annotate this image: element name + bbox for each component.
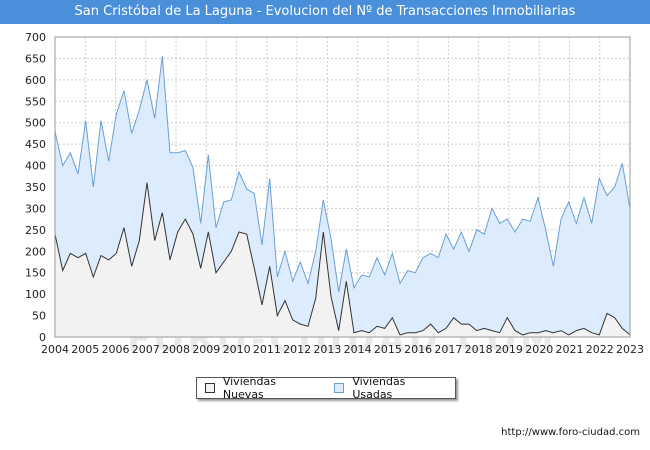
x-tick-label: 2012 <box>283 343 311 354</box>
y-tick-label: 700 <box>25 31 46 44</box>
legend-swatch-nuevas <box>205 383 215 393</box>
x-tick-label: 2014 <box>344 343 372 354</box>
y-tick-label: 600 <box>25 74 46 87</box>
axes: 0 50 100 150 200 250 300 350 400 450 500 550 600 650 7… <box>25 31 644 354</box>
plot-border <box>54 36 631 338</box>
y-tick-label: 550 <box>25 95 46 108</box>
x-tick-label: 2006 <box>102 343 130 354</box>
legend: Viviendas Nuevas Viviendas Usadas <box>196 375 456 401</box>
x-tick-label: 2010 <box>223 343 251 354</box>
x-tick-label: 2013 <box>313 343 341 354</box>
y-tick-label: 300 <box>25 202 46 215</box>
legend-swatch-usadas <box>334 383 345 393</box>
x-tick-label: 2011 <box>253 343 281 354</box>
x-tick-label: 2022 <box>586 343 614 354</box>
legend-item-usadas: Viviendas Usadas <box>334 375 447 401</box>
transactions-chart: FORO-CIUDAD.COM 050100150200250300350400… <box>25 31 644 354</box>
x-tick-label: 2009 <box>192 343 220 354</box>
x-tick-label: 2015 <box>374 343 402 354</box>
x-tick-label: 2020 <box>525 343 553 354</box>
y-tick-label: 350 <box>25 181 46 194</box>
x-tick-label: 2023 <box>616 343 644 354</box>
legend-item-nuevas: Viviendas Nuevas <box>205 375 318 401</box>
x-tick-label: 2005 <box>71 343 99 354</box>
y-tick-label: 0 <box>39 331 46 344</box>
x-tick-label: 2016 <box>404 343 432 354</box>
y-tick-label: 650 <box>25 52 46 65</box>
y-tick-label: 400 <box>25 160 46 173</box>
y-tick-label: 250 <box>25 224 46 237</box>
line-nuevas <box>54 182 631 336</box>
x-tick-label: 2004 <box>41 343 69 354</box>
y-tick-label: 150 <box>25 267 46 280</box>
y-tick-label: 450 <box>25 138 46 151</box>
y-tick-label: 50 <box>32 310 46 323</box>
x-tick-label: 2007 <box>132 343 160 354</box>
series-areas <box>54 56 631 338</box>
x-tick-label: 2021 <box>555 343 583 354</box>
chart-title: San Cristóbal de La Laguna - Evolucion d… <box>0 0 650 24</box>
x-tick-label: 2008 <box>162 343 190 354</box>
area-nuevas <box>55 182 630 337</box>
y-tick-label: 200 <box>25 245 46 258</box>
y-tick-label: 500 <box>25 117 46 130</box>
x-tick-label: 2018 <box>465 343 493 354</box>
legend-label-nuevas: Viviendas Nuevas <box>222 375 276 401</box>
x-tick-label: 2017 <box>434 343 462 354</box>
legend-label-usadas: Viviendas Usadas <box>352 375 406 401</box>
source-link[interactable]: http://www.foro-ciudad.com <box>501 427 640 438</box>
line-usadas <box>54 56 631 293</box>
y-tick-label: 100 <box>25 288 46 301</box>
x-tick-label: 2019 <box>495 343 523 354</box>
